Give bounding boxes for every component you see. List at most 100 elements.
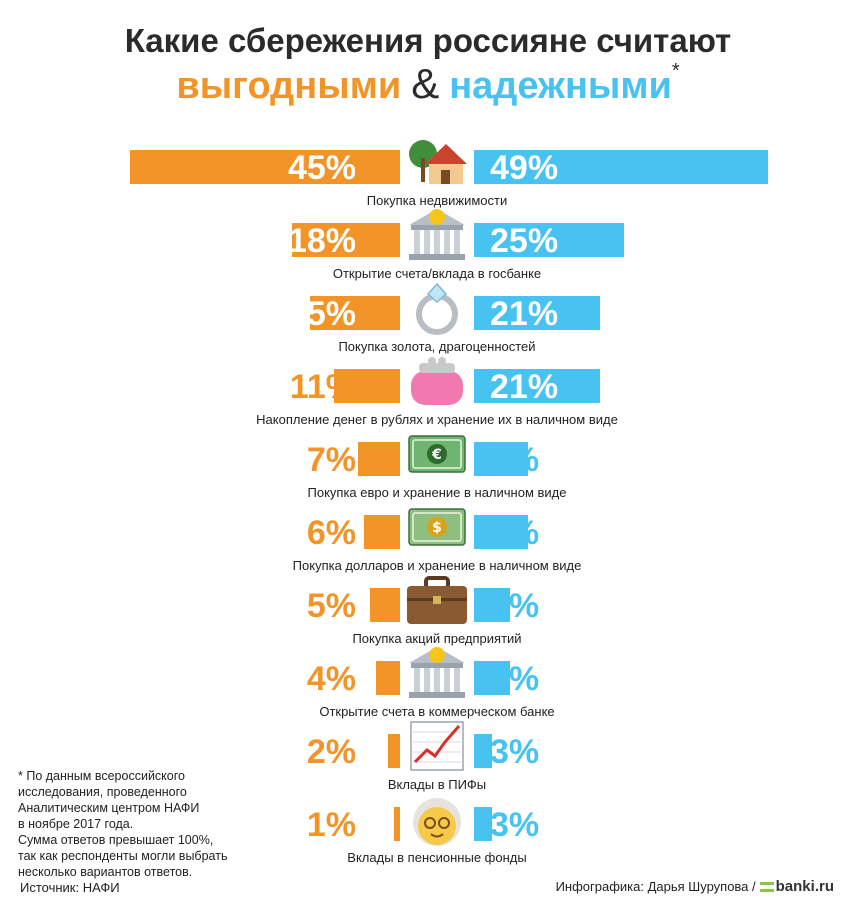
category-label: Накопление денег в рублях и хранение их … <box>256 412 618 427</box>
value-label-profitable: 18% <box>288 222 356 260</box>
euro-banknotes-icon-symbol: € <box>431 447 442 463</box>
bank-icon-part <box>434 668 440 692</box>
chart-row: 1% 3% Вклады в пенсионные фонды <box>307 798 539 865</box>
bank-icon-part <box>454 230 460 254</box>
footnote-line: * По данным всероссийского <box>18 769 185 783</box>
bank-icon-part <box>424 230 430 254</box>
bar-reliable <box>474 588 510 622</box>
value-label-profitable: 2% <box>307 733 356 771</box>
house-icon-part <box>425 144 467 164</box>
older-woman-icon-part <box>430 833 444 838</box>
bar-reliable <box>474 296 600 330</box>
bar-reliable <box>474 442 528 476</box>
bar-profitable <box>310 296 400 330</box>
value-label-reliable: 25% <box>490 222 558 260</box>
footnote-line: Сумма ответов превышает 100%, <box>18 833 214 847</box>
footnote: * По данным всероссийского исследования,… <box>18 768 268 880</box>
bank-icon-part <box>444 668 450 692</box>
category-label: Вклады в ПИФы <box>388 777 486 792</box>
chart-row: 6% 9% $ Покупка долларов и хранение в налич… <box>293 508 582 573</box>
bar-reliable <box>474 223 624 257</box>
credit: Инфографика: Дарья Шурупова / banki.ru <box>556 878 834 895</box>
chart-increasing-icon-part <box>413 725 461 764</box>
category-label: Покупка долларов и хранение в наличном в… <box>293 558 582 573</box>
purse-icon-part <box>419 363 455 373</box>
value-label-profitable: 6% <box>307 514 356 552</box>
bar-profitable <box>370 588 400 622</box>
briefcase-icon-part <box>433 596 441 604</box>
value-label-reliable: 49% <box>490 149 558 187</box>
value-label-profitable: 4% <box>307 660 356 698</box>
bank-icon-part <box>444 230 450 254</box>
credit-text: Инфографика: Дарья Шурупова / <box>555 879 756 894</box>
value-label-reliable: 9% <box>490 514 539 552</box>
bank-icon-part <box>414 668 420 692</box>
bank-icon-part <box>429 647 445 663</box>
value-label-profitable: 45% <box>288 149 356 187</box>
dollar-banknotes-icon-part <box>427 517 447 537</box>
value-label-profitable: 7% <box>307 441 356 479</box>
chart-subtitle: выгодными & надежными* <box>0 60 856 108</box>
footnote-line: так как респонденты могли выбрать <box>18 849 228 863</box>
purse-icon-part <box>411 371 463 405</box>
purse-icon-part <box>428 357 436 365</box>
house-icon-part <box>421 158 425 182</box>
older-woman-icon-part <box>438 817 450 829</box>
house-icon-part <box>441 170 450 184</box>
title-ampersand: & <box>411 60 440 107</box>
bank-icon-part <box>409 692 465 698</box>
older-woman-icon-part <box>418 807 456 845</box>
bar-reliable <box>474 369 600 403</box>
value-label-reliable: 6% <box>490 660 539 698</box>
euro-banknotes-icon-part <box>427 444 447 464</box>
bank-icon-part <box>424 668 430 692</box>
category-label: Открытие счета/вклада в госбанке <box>333 266 541 281</box>
value-label-reliable: 3% <box>490 806 539 844</box>
ring-icon <box>416 282 458 335</box>
chart-row: 11% 21% Накопление денег в рублях и хранен… <box>256 357 618 427</box>
bank-icon <box>409 209 465 260</box>
bank-icon-part <box>429 209 445 225</box>
source-label: Источник: НАФИ <box>20 880 120 895</box>
category-label: Вклады в пенсионные фонды <box>347 850 526 865</box>
value-label-reliable: 3% <box>490 733 539 771</box>
footnote-line: исследования, проведенного <box>18 785 187 799</box>
footnote-line: несколько вариантов ответов. <box>18 865 193 879</box>
value-label-reliable: 21% <box>490 295 558 333</box>
value-label-profitable: 15% <box>288 295 356 333</box>
banki-logo-icon <box>759 882 774 892</box>
value-label-reliable: 6% <box>490 587 539 625</box>
value-label-profitable: 1% <box>307 806 356 844</box>
euro-banknotes-icon: € <box>408 435 466 473</box>
chart-increasing-icon <box>410 721 464 771</box>
chart-row: 18% 25% Открытие счета/вклада в госбанке <box>288 209 624 281</box>
purse-icon-part <box>438 357 446 365</box>
bar-reliable <box>474 734 492 768</box>
category-label: Открытие счета в коммерческом банке <box>319 704 554 719</box>
title-profitable: выгодными <box>176 65 402 107</box>
chart-row: 45% 49% Покупка недвижимости <box>130 140 768 208</box>
older-woman-icon <box>413 798 461 846</box>
bar-profitable <box>364 515 400 549</box>
bar-profitable <box>334 369 400 403</box>
purse-icon <box>411 357 463 405</box>
briefcase-icon <box>407 576 467 624</box>
house-icon <box>409 140 467 184</box>
bar-profitable <box>388 734 400 768</box>
value-label-reliable: 21% <box>490 368 558 406</box>
brand-name: banki.ru <box>775 878 834 895</box>
bank-icon-part <box>434 230 440 254</box>
bar-profitable <box>376 661 400 695</box>
bar-profitable <box>358 442 400 476</box>
bar-profitable <box>394 807 400 841</box>
bar-reliable <box>474 807 492 841</box>
bar-reliable <box>474 515 528 549</box>
title-asterisk: * <box>671 60 680 82</box>
dollar-banknotes-icon: $ <box>408 508 466 546</box>
category-label: Покупка евро и хранение в наличном виде <box>308 485 567 500</box>
chart-title: Какие сбережения россияне считают <box>124 22 732 59</box>
bank-icon-part <box>411 225 463 230</box>
euro-banknotes-icon-part <box>412 439 462 469</box>
category-label: Покупка недвижимости <box>367 193 507 208</box>
